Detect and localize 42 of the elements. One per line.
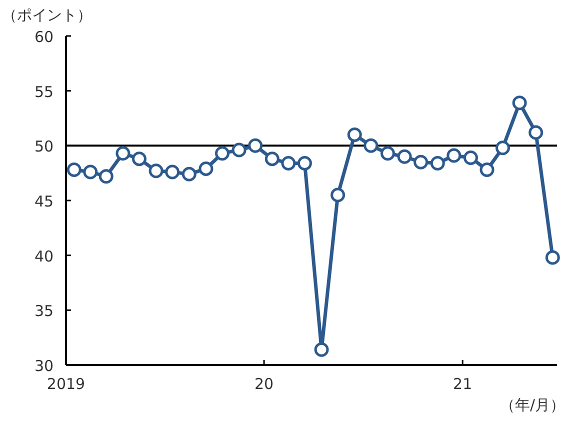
point bbox=[132, 152, 146, 166]
point bbox=[297, 156, 312, 170]
point bbox=[165, 164, 180, 180]
point bbox=[98, 169, 114, 184]
y-tick-label: 45 bbox=[34, 192, 54, 210]
point bbox=[330, 188, 346, 202]
point bbox=[232, 142, 246, 158]
point bbox=[264, 152, 280, 166]
point bbox=[215, 146, 230, 161]
point bbox=[198, 161, 214, 176]
point bbox=[83, 164, 98, 180]
x-tick-label: 2019 bbox=[46, 375, 86, 393]
y-tick-label: 40 bbox=[34, 247, 54, 266]
point bbox=[545, 250, 560, 265]
point bbox=[281, 156, 296, 170]
y-tick-label: 50 bbox=[34, 138, 54, 156]
point bbox=[248, 138, 263, 153]
y-axis-title: （ポイント） bbox=[2, 6, 92, 24]
point bbox=[397, 149, 412, 164]
y-tick-label: 60 bbox=[34, 28, 54, 46]
point bbox=[182, 166, 196, 182]
point bbox=[430, 156, 445, 170]
point bbox=[480, 162, 494, 178]
x-tick-label: 21 bbox=[453, 375, 472, 393]
y-tick-label: 30 bbox=[34, 357, 54, 375]
x-tick-label: 20 bbox=[254, 375, 274, 393]
point bbox=[512, 96, 527, 110]
point bbox=[528, 125, 544, 140]
point bbox=[66, 162, 82, 178]
point bbox=[380, 146, 395, 161]
point bbox=[414, 154, 428, 170]
point bbox=[495, 140, 510, 156]
y-tick-label: 35 bbox=[34, 302, 54, 320]
point bbox=[314, 342, 329, 357]
point bbox=[364, 138, 378, 153]
point bbox=[347, 127, 362, 142]
x-axis-title: （年/月） bbox=[500, 396, 565, 414]
y-tick-label: 55 bbox=[34, 82, 54, 101]
point bbox=[463, 150, 478, 165]
point bbox=[446, 148, 462, 163]
point bbox=[148, 164, 164, 178]
point bbox=[116, 146, 130, 161]
